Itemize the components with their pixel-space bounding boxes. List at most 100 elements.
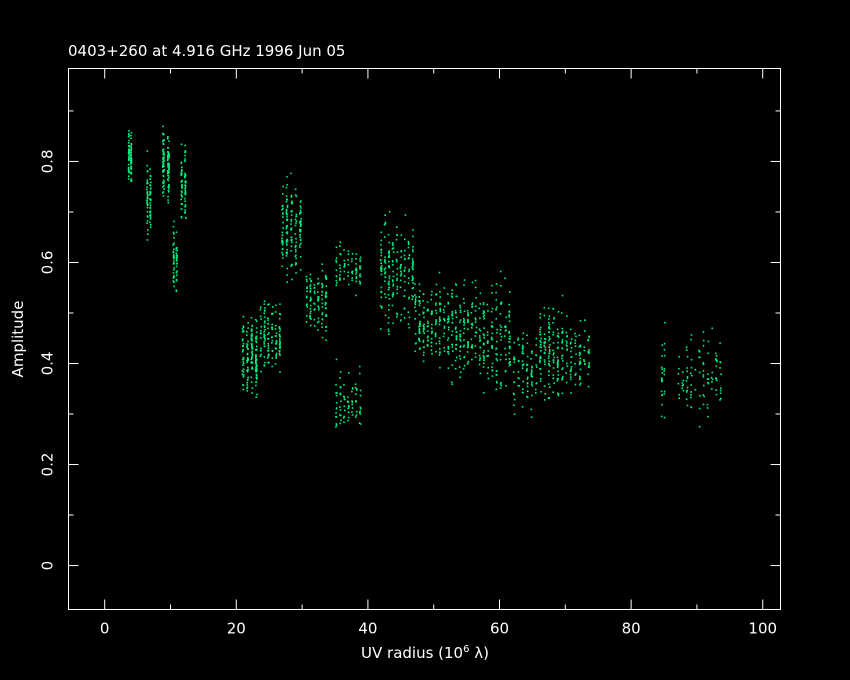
- data-point: [496, 370, 498, 372]
- data-point: [438, 342, 441, 345]
- data-point: [127, 144, 130, 147]
- data-point: [128, 139, 130, 142]
- data-point: [130, 163, 132, 165]
- data-point: [431, 310, 433, 312]
- data-point: [162, 175, 165, 178]
- data-point: [418, 332, 421, 334]
- data-point: [242, 325, 245, 327]
- data-point: [383, 259, 386, 261]
- data-point: [339, 414, 342, 417]
- data-point: [474, 286, 477, 289]
- data-point: [412, 261, 414, 263]
- data-point: [163, 153, 165, 156]
- data-point: [562, 367, 564, 369]
- data-point: [535, 354, 537, 356]
- data-point: [388, 298, 391, 300]
- data-point: [404, 289, 406, 292]
- data-point: [290, 245, 293, 248]
- data-point: [447, 328, 450, 331]
- data-point: [255, 359, 258, 361]
- data-point: [463, 356, 466, 358]
- data-point: [146, 186, 148, 188]
- data-point: [281, 265, 283, 268]
- data-point: [388, 309, 390, 311]
- data-point: [509, 335, 511, 338]
- data-point: [418, 337, 420, 340]
- data-point: [324, 276, 327, 278]
- data-point: [335, 261, 338, 264]
- data-point: [286, 244, 288, 246]
- data-point: [384, 296, 387, 299]
- data-point: [396, 226, 398, 228]
- data-point: [291, 201, 293, 204]
- data-point: [443, 327, 446, 329]
- data-point: [706, 378, 709, 381]
- data-point: [279, 330, 281, 333]
- data-point: [423, 306, 425, 309]
- data-point: [335, 383, 337, 386]
- data-point: [355, 267, 358, 270]
- data-point: [256, 365, 258, 368]
- data-point: [255, 319, 257, 321]
- data-point: [483, 357, 485, 360]
- data-point: [526, 395, 528, 398]
- data-point: [306, 303, 309, 305]
- data-point: [451, 330, 454, 333]
- data-point: [146, 199, 148, 202]
- data-point: [508, 362, 510, 365]
- data-point: [454, 327, 457, 330]
- data-point: [268, 353, 270, 356]
- data-point: [463, 284, 465, 286]
- data-point: [579, 345, 582, 347]
- data-point: [167, 179, 170, 182]
- data-point: [321, 313, 324, 316]
- data-point: [380, 286, 383, 289]
- data-point: [263, 300, 266, 302]
- data-point: [380, 307, 383, 309]
- data-point: [149, 211, 151, 214]
- data-point: [246, 370, 249, 373]
- data-point: [443, 332, 446, 335]
- data-point: [295, 250, 297, 253]
- data-point: [562, 360, 564, 362]
- data-point: [162, 166, 164, 168]
- data-point: [430, 341, 432, 344]
- data-point: [403, 270, 406, 272]
- data-point: [167, 174, 169, 177]
- data-point: [359, 283, 361, 285]
- data-point: [128, 169, 130, 172]
- data-point: [419, 320, 421, 323]
- data-point: [260, 332, 262, 335]
- data-point: [335, 423, 338, 425]
- data-point: [168, 167, 170, 169]
- data-point: [355, 294, 357, 297]
- data-point: [427, 320, 429, 323]
- data-point: [447, 301, 449, 304]
- data-point: [175, 280, 178, 282]
- data-point: [504, 277, 506, 280]
- data-point: [299, 269, 302, 271]
- data-point: [380, 269, 383, 271]
- data-point: [162, 140, 164, 143]
- data-point: [681, 387, 683, 389]
- data-point: [256, 320, 258, 323]
- data-point: [474, 352, 477, 355]
- data-point: [347, 396, 349, 398]
- data-point: [282, 185, 284, 188]
- data-point: [471, 345, 473, 348]
- data-point: [399, 274, 402, 277]
- data-point: [267, 319, 269, 321]
- data-point: [309, 273, 312, 276]
- data-point: [242, 384, 244, 386]
- data-point: [439, 307, 441, 310]
- data-point: [491, 321, 493, 324]
- data-point: [175, 289, 178, 291]
- data-point: [414, 283, 416, 285]
- data-point: [343, 249, 345, 251]
- data-point: [251, 350, 254, 353]
- data-point: [487, 377, 490, 380]
- data-point: [526, 378, 529, 380]
- data-point: [690, 406, 692, 408]
- data-point: [290, 202, 293, 204]
- data-point: [384, 267, 387, 269]
